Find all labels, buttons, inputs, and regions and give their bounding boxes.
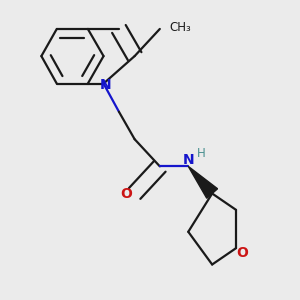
Text: N: N: [99, 78, 111, 92]
Text: H: H: [197, 147, 206, 161]
Text: N: N: [182, 153, 194, 167]
Text: O: O: [237, 246, 248, 260]
Text: CH₃: CH₃: [169, 21, 191, 34]
Polygon shape: [188, 167, 218, 198]
Text: O: O: [121, 187, 132, 200]
